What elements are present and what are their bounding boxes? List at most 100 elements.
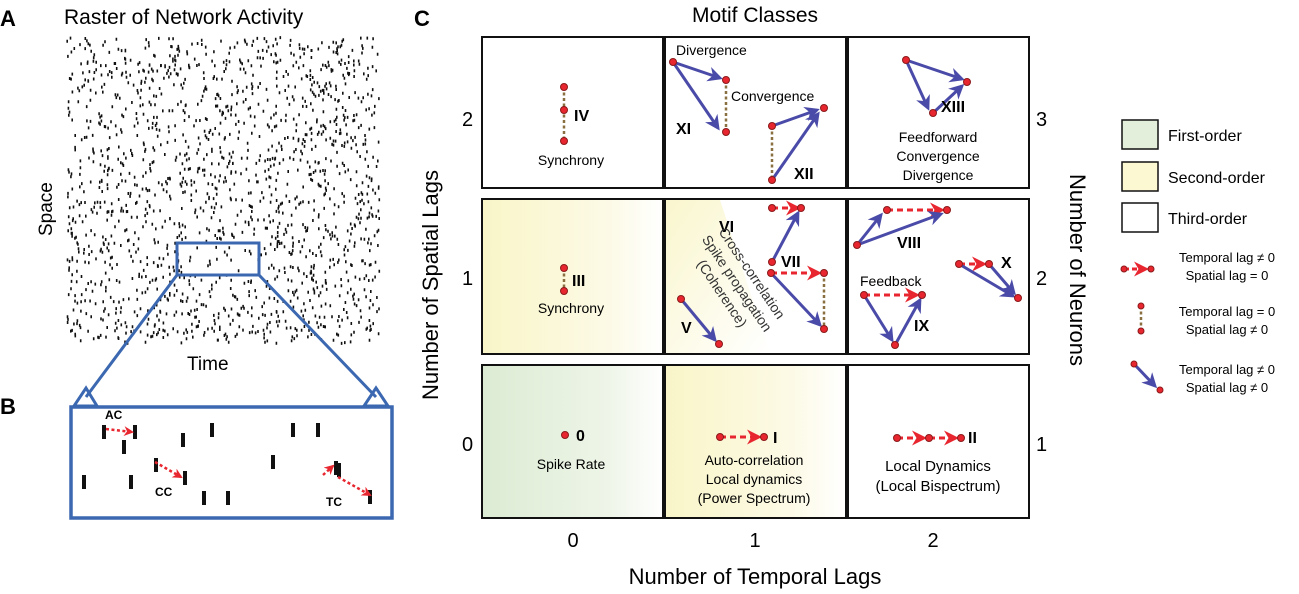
roman-iv: IV [574,108,589,125]
cell-r1c0 [481,198,664,355]
cell-r0c1 [664,36,847,189]
divergence-label: Divergence [676,42,747,58]
zoom-spike [122,440,126,454]
zoom-spike [129,475,133,489]
tc-arrow-2 [337,475,372,497]
legend-item1-line1: Temporal lag ≠ 0 [1179,250,1275,265]
ac-arrow [105,426,134,437]
zoom-spike [368,490,372,504]
roman-i: I [773,430,777,447]
raster-ylabel: Space [36,182,57,236]
zoom-spike [181,433,185,447]
zoom-spike [271,455,275,469]
motif-viii-ix-x: VIII X Feedback IX [853,202,1022,349]
cell-r0c2 [847,36,1030,189]
legend-item2-line2: Spatial lag ≠ 0 [1186,322,1268,337]
local-bispectrum-label: (Local Bispectrum) [875,478,1000,495]
local-dynamics-label: Local dynamics [706,471,803,487]
spike-rate-label: Spike Rate [537,456,606,472]
y-tick-0: 0 [462,434,473,456]
motif-iii: III Synchrony [538,264,604,316]
roman-0: 0 [576,428,585,445]
y-tick-2: 2 [462,109,473,131]
legend-spatial-dotted [1137,302,1145,335]
cell-r2c2 [847,364,1030,519]
roman-iii: III [572,273,585,290]
legend-item3-line2: Spatial lag ≠ 0 [1186,380,1268,395]
x-tick-2: 2 [927,530,938,552]
roman-xi: XI [676,121,691,138]
roman-x: X [1001,255,1012,272]
zoom-spike [226,491,230,505]
panel-a: A Raster of Network Activity Space Time [0,6,391,408]
zoom-spike [337,463,341,477]
zoomed-spikes [82,423,372,505]
roman-xiii: XIII [941,99,965,116]
legend-first-order: First-order [1168,128,1242,145]
legend-swatch-first [1121,119,1159,150]
tc-arrow-1 [322,464,335,476]
cell-r2c0 [481,364,664,519]
roman-vii: VII [781,254,801,271]
panel-c-letter: C [414,6,430,31]
cell-r1c1-shade [666,200,770,353]
panel-b: B AC CC TC [0,394,394,520]
spike-marks [66,36,381,345]
legend-second-order: Second-order [1168,170,1266,187]
temporal-lags-label: Number of Temporal Lags [629,564,882,589]
zoom-spike [291,423,295,437]
legend-swatch-third [1121,202,1159,233]
tc-label: TC [326,495,342,509]
spatial-lags-label: Number of Spatial Lags [418,170,443,400]
roman-v: V [681,320,692,337]
neuron-tick-2: 2 [1036,268,1047,290]
local-dynamics-label-2: Local Dynamics [885,458,991,475]
motif-iv: IV Synchrony [538,83,604,168]
zoom-arrow-left [71,385,100,408]
legend-item2-line1: Temporal lag = 0 [1179,304,1275,319]
motif-i: I Auto-correlation Local dynamics (Power… [698,429,811,506]
legend-blue-arrow [1130,360,1164,394]
zoom-spike [334,461,338,475]
panel-b-letter: B [0,394,16,419]
x-tick-0: 0 [567,530,578,552]
cell-r0c0 [481,36,664,189]
roman-viii: VIII [897,235,921,252]
zoom-spike [133,425,137,439]
zoom-panel [69,405,394,520]
zoom-line-right [257,273,378,399]
zoom-spike [154,458,158,472]
roman-xii: XII [794,166,814,183]
synchrony-label-top: Synchrony [538,152,604,168]
zoom-spike [82,475,86,489]
legend: First-order Second-order Third-order Tem… [1120,119,1275,395]
power-spectrum-label: (Power Spectrum) [698,490,811,506]
zoom-spike [183,471,187,485]
ac-label: AC [105,408,123,422]
motif-xi-xii: Divergence XI Convergence XII [669,42,828,184]
feedback-label: Feedback [860,273,922,289]
zoom-spike [202,491,206,505]
panel-a-letter: A [0,6,16,31]
neurons-label: Number of Neurons [1065,174,1090,366]
feedforward-line-2: Convergence [896,148,979,164]
feedforward-line-1: Feedforward [899,129,978,145]
motif-title: Motif Classes [692,4,818,27]
roman-ix: IX [914,318,929,335]
neuron-tick-1: 1 [1036,434,1047,456]
panel-c: C Motif Classes Number of Spatial Lags N… [414,4,1090,589]
legend-temporal-arrow [1120,261,1155,277]
feedforward-line-3: Divergence [903,167,974,183]
zoom-box [175,241,261,277]
motif-xiii: XIII Feedforward Convergence Divergence [896,56,980,183]
raster-xlabel: Time [187,354,229,375]
zoom-spike [316,423,320,437]
legend-swatch-second [1121,161,1159,192]
raster-plot [66,36,381,345]
x-tick-1: 1 [749,530,760,552]
auto-correlation-label: Auto-correlation [705,452,804,468]
legend-item3-line1: Temporal lag ≠ 0 [1179,362,1275,377]
synchrony-label-mid: Synchrony [538,300,604,316]
neuron-tick-3: 3 [1036,109,1047,131]
